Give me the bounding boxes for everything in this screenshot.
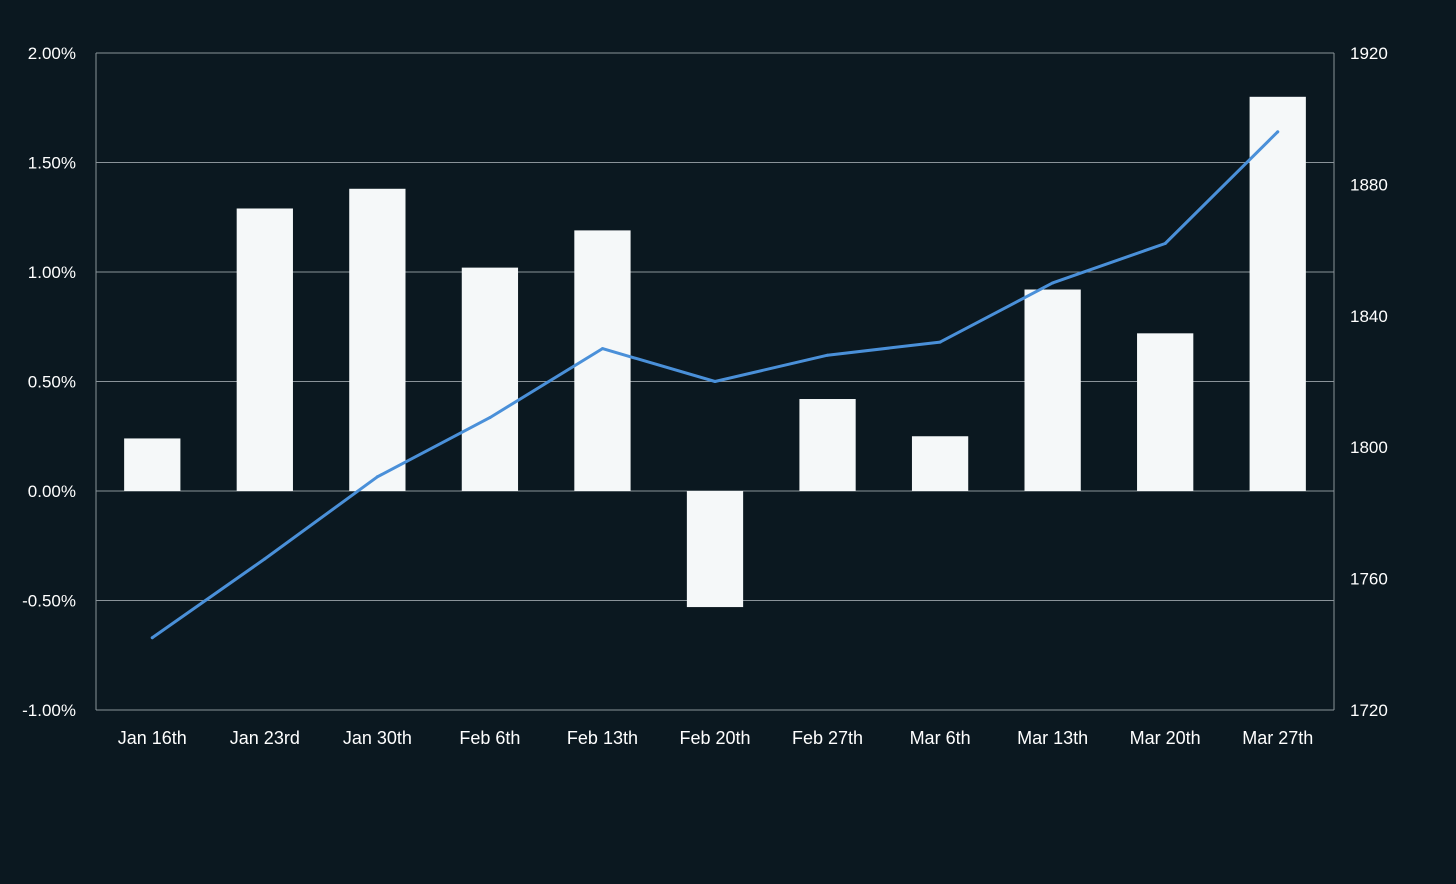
x-tick-label: Feb 6th [459, 728, 520, 748]
x-axis: Jan 16th Jan 23rd Jan 30th Feb 6th Feb 13th F… [118, 728, 1314, 748]
right-y-tick-label: 1880 [1350, 175, 1388, 194]
right-y-tick-label: 1760 [1350, 570, 1388, 589]
line-point [1163, 242, 1167, 246]
left-y-tick-label: 0.00% [28, 482, 76, 501]
right-y-tick-label: 1920 [1350, 44, 1388, 63]
bar [124, 438, 181, 491]
line-series [150, 130, 1280, 640]
right-y-axis: 1720 1760 1800 1840 1880 1920 [1333, 44, 1388, 720]
left-y-tick-label: 1.00% [28, 263, 76, 282]
bar [236, 208, 293, 492]
right-y-tick-label: 1840 [1350, 307, 1388, 326]
x-tick-label: Mar 27th [1242, 728, 1313, 748]
line-point [600, 347, 604, 351]
bar [461, 267, 519, 491]
line-point [1276, 130, 1280, 134]
x-tick-label: Mar 13th [1017, 728, 1088, 748]
line-point [1051, 281, 1055, 285]
left-y-tick-label: -0.50% [22, 592, 76, 611]
line-point [938, 340, 942, 344]
x-tick-label: Feb 20th [679, 728, 750, 748]
right-y-tick-label: 1800 [1350, 438, 1388, 457]
line-point [488, 416, 492, 420]
line-point [263, 557, 267, 561]
left-y-axis: -1.00% -0.50% 0.00% 0.50% 1.00% 1.50% 2.00% [22, 44, 97, 720]
x-tick-label: Feb 27th [792, 728, 863, 748]
left-y-tick-label: 2.00% [28, 44, 76, 63]
x-tick-label: Feb 13th [567, 728, 638, 748]
bar [1024, 289, 1081, 491]
bar [1137, 333, 1194, 491]
bar [1249, 96, 1306, 492]
bar-series [124, 96, 1306, 608]
x-tick-label: Mar 20th [1130, 728, 1201, 748]
bar [799, 399, 856, 491]
left-y-tick-label: 0.50% [28, 373, 76, 392]
line-point [375, 475, 379, 479]
line-point [713, 380, 717, 383]
line-point [826, 353, 830, 357]
left-y-tick-label: -1.00% [22, 701, 76, 720]
x-tick-label: Mar 6th [910, 728, 971, 748]
line-point [150, 636, 154, 640]
left-y-tick-label: 1.50% [28, 154, 76, 173]
x-tick-label: Jan 30th [343, 728, 412, 748]
bar [349, 188, 406, 491]
x-tick-label: Jan 16th [118, 728, 187, 748]
right-y-tick-label: 1720 [1350, 701, 1388, 720]
x-tick-label: Jan 23rd [230, 728, 300, 748]
bar [686, 491, 744, 608]
bar [911, 436, 969, 491]
